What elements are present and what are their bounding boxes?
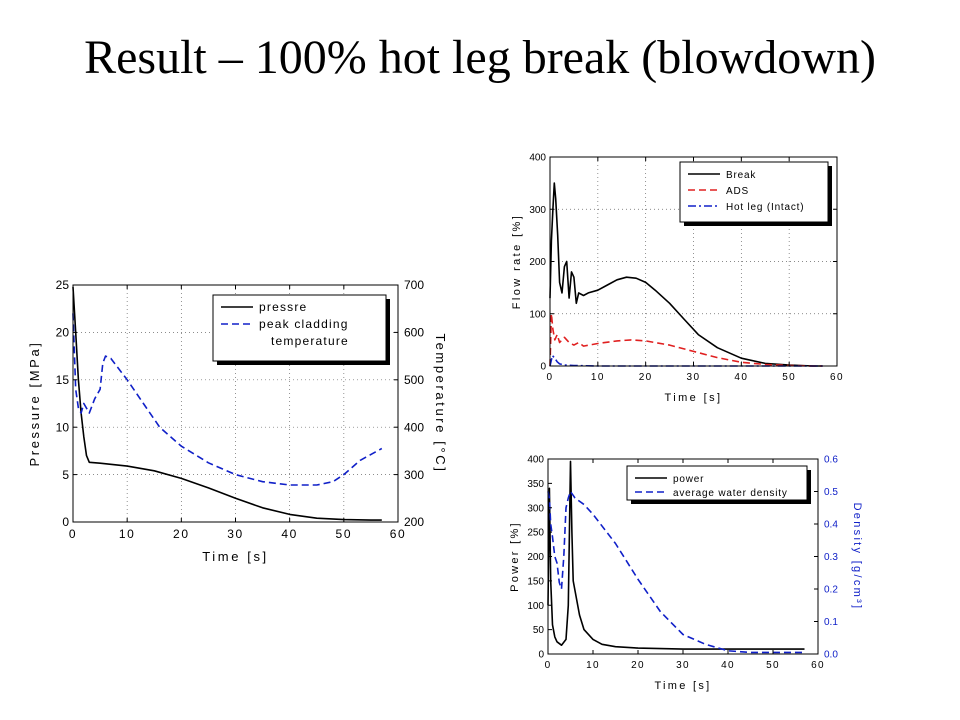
chart-1-x-tick-label: 0 <box>69 527 77 541</box>
chart-3-x-tick-label: 50 <box>766 660 780 671</box>
chart-1-legend-box <box>212 294 387 362</box>
chart-2-y-axis-label: Flow rate [%] <box>511 214 523 309</box>
chart-3-y2-tick-label: 0.1 <box>824 617 838 628</box>
chart-1-y2-tick-label: 500 <box>404 373 424 387</box>
chart-1-legend-label-1: pressre <box>259 300 307 314</box>
chart-2-series-1-line <box>549 182 823 367</box>
chart-3-y-tick-label: 350 <box>527 479 544 490</box>
slide-title: Result – 100% hot leg break (blowdown) <box>84 31 876 84</box>
chart-1-y-axis-label: Pressure [MPa] <box>27 341 42 467</box>
chart-1-y-tick-label: 5 <box>62 468 69 482</box>
chart-2-legend-label-1: Break <box>726 170 756 181</box>
chart-3-legend-label-2: average water density <box>673 488 788 499</box>
chart-2-legend-label-3: Hot leg (Intact) <box>726 202 804 213</box>
chart-1-y-tick-label: 20 <box>56 326 70 340</box>
chart-3-x-tick-label: 30 <box>676 660 690 671</box>
chart-2-legend-label-2: ADS <box>726 186 749 197</box>
chart-2-x-tick-label: 0 <box>547 372 554 383</box>
chart-2-y-tick-label: 200 <box>529 257 546 268</box>
chart-3-legend-label-1: power <box>673 474 704 485</box>
chart-3-y-tick-label: 300 <box>527 503 544 514</box>
chart-2-x-tick-label: 10 <box>591 372 605 383</box>
chart-1-y2-tick-label: 200 <box>404 515 424 529</box>
chart-1-y-tick-label: 0 <box>62 515 69 529</box>
chart-3-y2-tick-label: 0.5 <box>824 487 838 498</box>
chart-3-y2-axis-label: Density [g/cm³] <box>851 503 863 611</box>
chart-1-x-tick-label: 10 <box>119 527 136 541</box>
chart-2-y-tick-label: 400 <box>529 153 546 164</box>
chart-2-x-tick-label: 60 <box>830 372 844 383</box>
chart-2-legend-box <box>679 161 829 223</box>
chart-3-y2-tick-label: 0.2 <box>824 585 838 596</box>
chart-3-x-tick-label: 0 <box>545 660 552 671</box>
chart-1-series-2-line <box>72 313 383 486</box>
chart-3-legend-box <box>626 465 808 501</box>
chart-1-y2-tick-label: 600 <box>404 326 424 340</box>
chart-3-x-tick-label: 40 <box>721 660 735 671</box>
chart-2-x-tick-label: 50 <box>782 372 796 383</box>
chart-3-y-tick-label: 150 <box>527 576 544 587</box>
chart-1-y2-tick-label: 700 <box>404 278 424 292</box>
chart-1-legend-label-2: peak cladding <box>259 317 349 331</box>
chart-3-y-tick-label: 400 <box>527 455 544 466</box>
chart-2-series-2-line <box>549 312 823 367</box>
chart-3-y2-tick-label: 0.3 <box>824 552 838 563</box>
chart-3-y2-tick-label: 0.0 <box>824 650 838 661</box>
chart-2-x-axis-label: Time [s] <box>665 392 723 404</box>
chart-1-y2-tick-label: 400 <box>404 420 424 434</box>
chart-3-y2-tick-label: 0.6 <box>824 455 838 466</box>
chart-1-legend-label-2: temperature <box>271 334 349 348</box>
chart-3-y-tick-label: 250 <box>527 528 544 539</box>
chart-1-y2-axis-label: Temperature [°C] <box>433 333 448 473</box>
chart-3-x-axis-label: Time [s] <box>654 680 711 692</box>
chart-2-y-tick-label: 100 <box>529 309 546 320</box>
chart-3-y-tick-label: 100 <box>527 601 544 612</box>
chart-3-y2-tick-label: 0.4 <box>824 520 838 531</box>
chart-3-y-tick-label: 200 <box>527 552 544 563</box>
chart-1-x-tick-label: 30 <box>227 527 244 541</box>
chart-2-x-tick-label: 40 <box>734 372 748 383</box>
chart-1-x-axis-label: Time [s] <box>202 549 269 564</box>
chart-3-y-tick-label: 0 <box>538 650 544 661</box>
chart-3-series-1-line <box>547 460 805 650</box>
chart-3-x-tick-label: 60 <box>811 660 825 671</box>
chart-3-x-tick-label: 10 <box>586 660 600 671</box>
chart-1-y-tick-label: 15 <box>56 373 70 387</box>
chart-3-x-tick-label: 20 <box>631 660 645 671</box>
chart-2-y-tick-label: 0 <box>540 362 546 373</box>
chart-1-y2-tick-label: 300 <box>404 468 424 482</box>
chart-1-x-tick-label: 40 <box>281 527 298 541</box>
chart-2-x-tick-label: 30 <box>687 372 701 383</box>
chart-2-x-tick-label: 20 <box>639 372 653 383</box>
chart-3-y-axis-label: Power [%] <box>509 521 521 592</box>
chart-1-x-tick-label: 20 <box>173 527 190 541</box>
chart-2-y-tick-label: 300 <box>529 205 546 216</box>
chart-1-y-tick-label: 10 <box>56 420 70 434</box>
chart-1-y-tick-label: 25 <box>56 278 70 292</box>
chart-1-x-tick-label: 60 <box>390 527 407 541</box>
chart-3-series-2-line <box>547 490 805 654</box>
chart-1-x-tick-label: 50 <box>336 527 353 541</box>
chart-3-y-tick-label: 50 <box>533 625 545 636</box>
